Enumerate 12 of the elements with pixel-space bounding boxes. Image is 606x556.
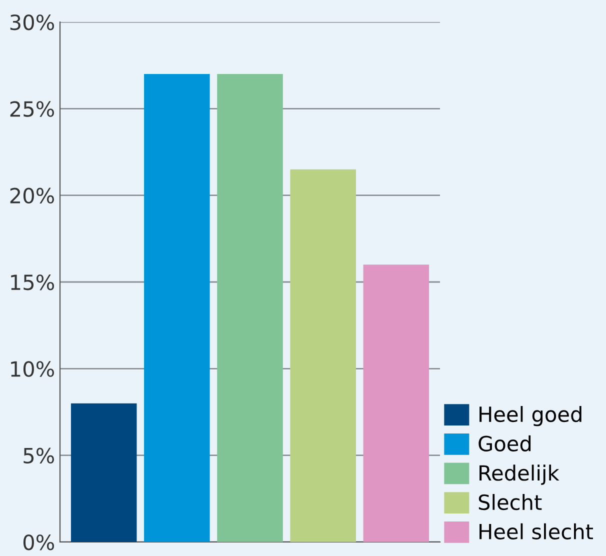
legend-label: Heel slecht: [480, 523, 593, 540]
legend-label: Slecht: [478, 494, 542, 510]
y-tick-label: 10%: [11, 361, 54, 377]
y-tick-label: 30%: [10, 14, 54, 30]
legend-label: Redelijk: [480, 464, 560, 485]
y-tick-label: 20%: [10, 188, 54, 204]
y-tick-label: 0%: [23, 534, 54, 550]
y-tick-label: 5%: [24, 448, 54, 464]
y-tick-label: 25%: [10, 101, 54, 117]
y-tick-label: 15%: [11, 274, 54, 290]
legend-label: Goed: [478, 435, 531, 452]
legend-label: Heel goed: [480, 406, 582, 426]
